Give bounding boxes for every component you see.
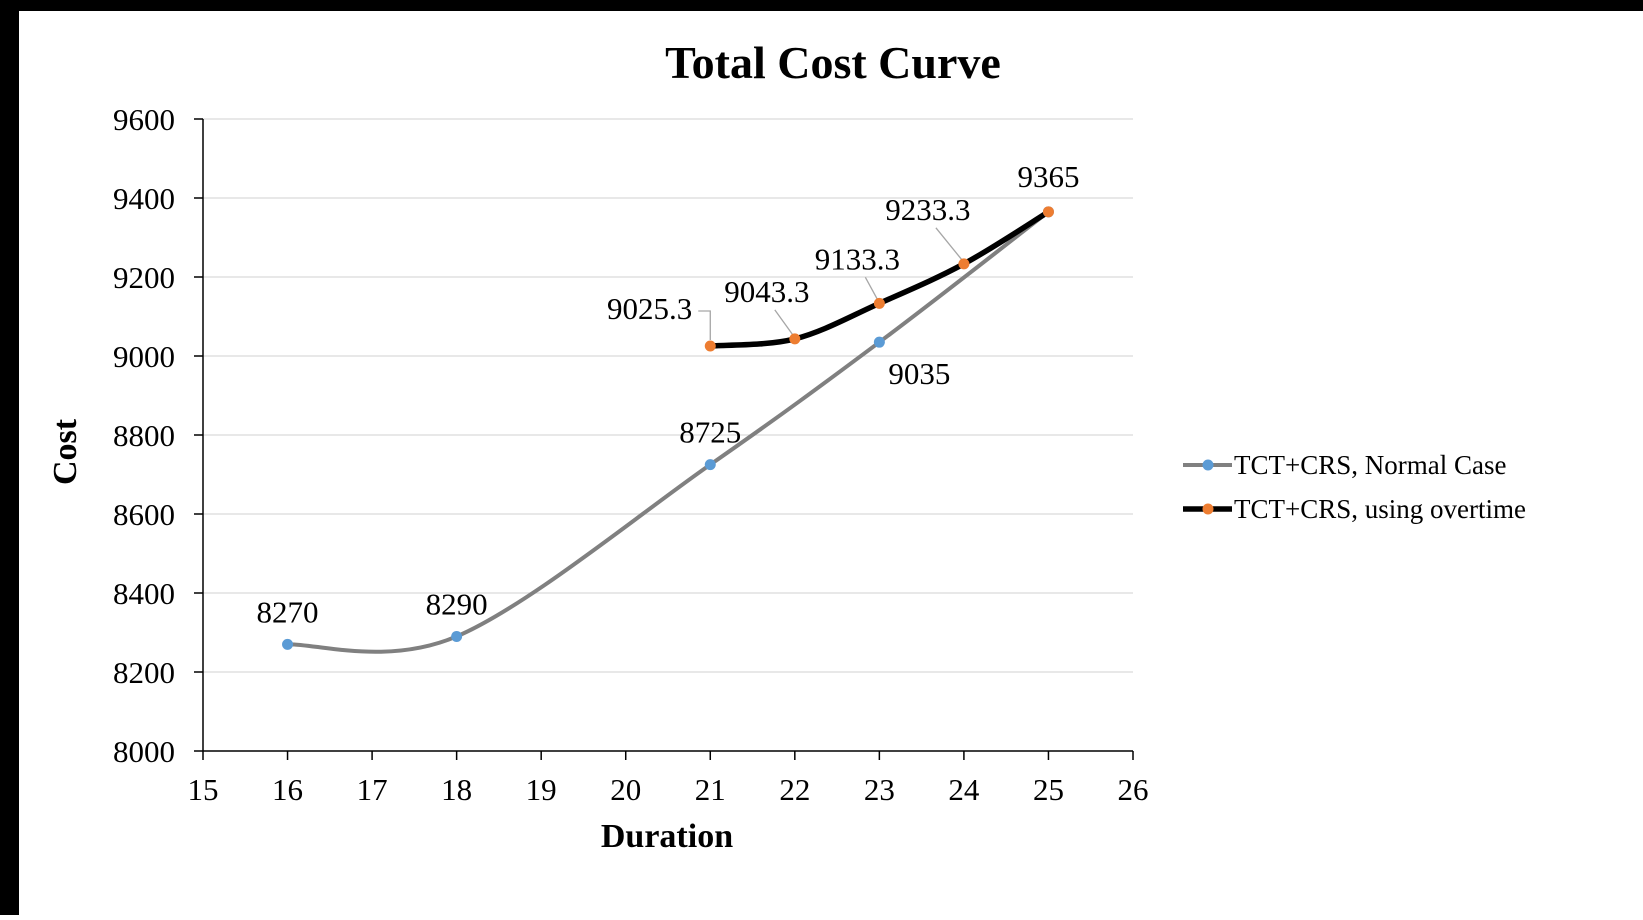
x-tick-label: 15 [188,772,219,807]
data-point-marker [873,297,885,309]
data-label: 8270 [257,594,319,629]
data-point-marker [789,333,801,345]
outer-border-top [0,0,1643,11]
data-label: 9133.3 [815,241,900,276]
legend-swatch-marker [1202,459,1214,471]
x-tick-label: 22 [779,772,810,807]
label-leader-line [698,310,711,341]
x-tick-label: 18 [441,772,472,807]
data-point-marker [958,258,970,270]
y-tick-label: 9400 [113,181,175,216]
x-tick-label: 24 [948,772,980,807]
data-point-marker [1042,206,1054,218]
label-leader-line [774,309,794,336]
y-tick-labels: 8000 8200 8400 8600 8800 9000 9200 9400 9600 [113,102,175,769]
x-tick-label: 21 [695,772,726,807]
data-label: 8290 [426,586,488,621]
chart-background [19,11,1643,915]
x-tick-label: 19 [526,772,557,807]
x-tick-label: 20 [610,772,641,807]
x-tick-label: 26 [1118,772,1149,807]
data-label: 9233.3 [885,192,970,227]
y-tick-label: 9600 [113,102,175,137]
y-tick-label: 9200 [113,260,175,295]
x-axis-title: Duration [601,818,733,855]
legend-swatch-marker [1202,503,1214,515]
gridlines [203,118,1133,673]
y-tick-label: 8600 [113,497,175,532]
y-tick-label: 8800 [113,418,175,453]
outer-border-left [0,0,19,915]
label-leader-line [864,277,878,300]
x-tick-labels: 15 16 17 18 19 20 21 22 23 24 25 26 [188,772,1149,807]
data-point-marker [873,336,885,348]
y-tick-label: 9000 [113,339,175,374]
label-leader-line [935,227,963,261]
data-point-marker [451,630,463,642]
data-point-marker [704,340,716,352]
y-tick-label: 8000 [113,734,175,769]
data-label: 9365 [1017,159,1079,194]
chart-title: Total Cost Curve [665,37,1001,88]
y-tick-label: 8200 [113,655,175,690]
series-markers [282,206,1054,650]
axes [194,118,1134,760]
x-tick-label: 17 [357,772,388,807]
data-point-marker [704,459,716,471]
data-label: 9025.3 [607,291,692,326]
legend-label: TCT+CRS, Normal Case [1234,450,1506,480]
data-label: 9035 [888,356,950,391]
y-axis-title: Cost [47,418,84,485]
legend: TCT+CRS, Normal Case TCT+CRS, using overt… [1183,450,1526,524]
legend-label: TCT+CRS, using overtime [1234,494,1526,524]
label-leader-lines [698,227,963,341]
x-tick-label: 16 [272,772,303,807]
data-point-marker [282,638,294,650]
y-tick-label: 8400 [113,576,175,611]
data-label: 8725 [679,415,741,450]
x-tick-label: 23 [864,772,895,807]
x-tick-label: 25 [1033,772,1064,807]
data-label: 9043.3 [724,274,809,309]
